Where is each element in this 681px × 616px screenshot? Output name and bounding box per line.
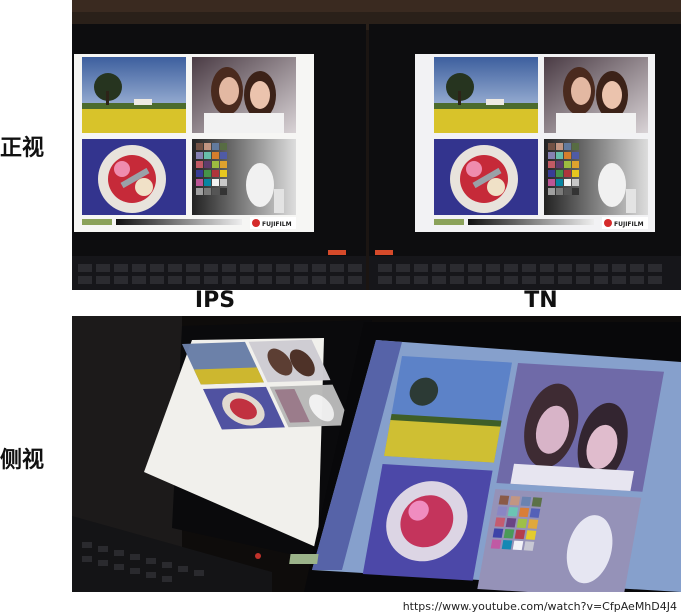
side-view-illustration xyxy=(72,316,681,592)
side-view-photo xyxy=(72,316,681,592)
source-url: https://www.youtube.com/watch?v=CfpAeMhD… xyxy=(402,600,677,613)
side-view-label: 侧视 xyxy=(0,448,45,473)
tn-label: TN xyxy=(524,288,558,313)
ips-label: IPS xyxy=(194,288,236,313)
front-view-illustration: FUJIFILM xyxy=(72,0,681,290)
front-view-photo: FUJIFILM xyxy=(72,0,681,290)
front-view-label: 正视 xyxy=(0,136,45,161)
